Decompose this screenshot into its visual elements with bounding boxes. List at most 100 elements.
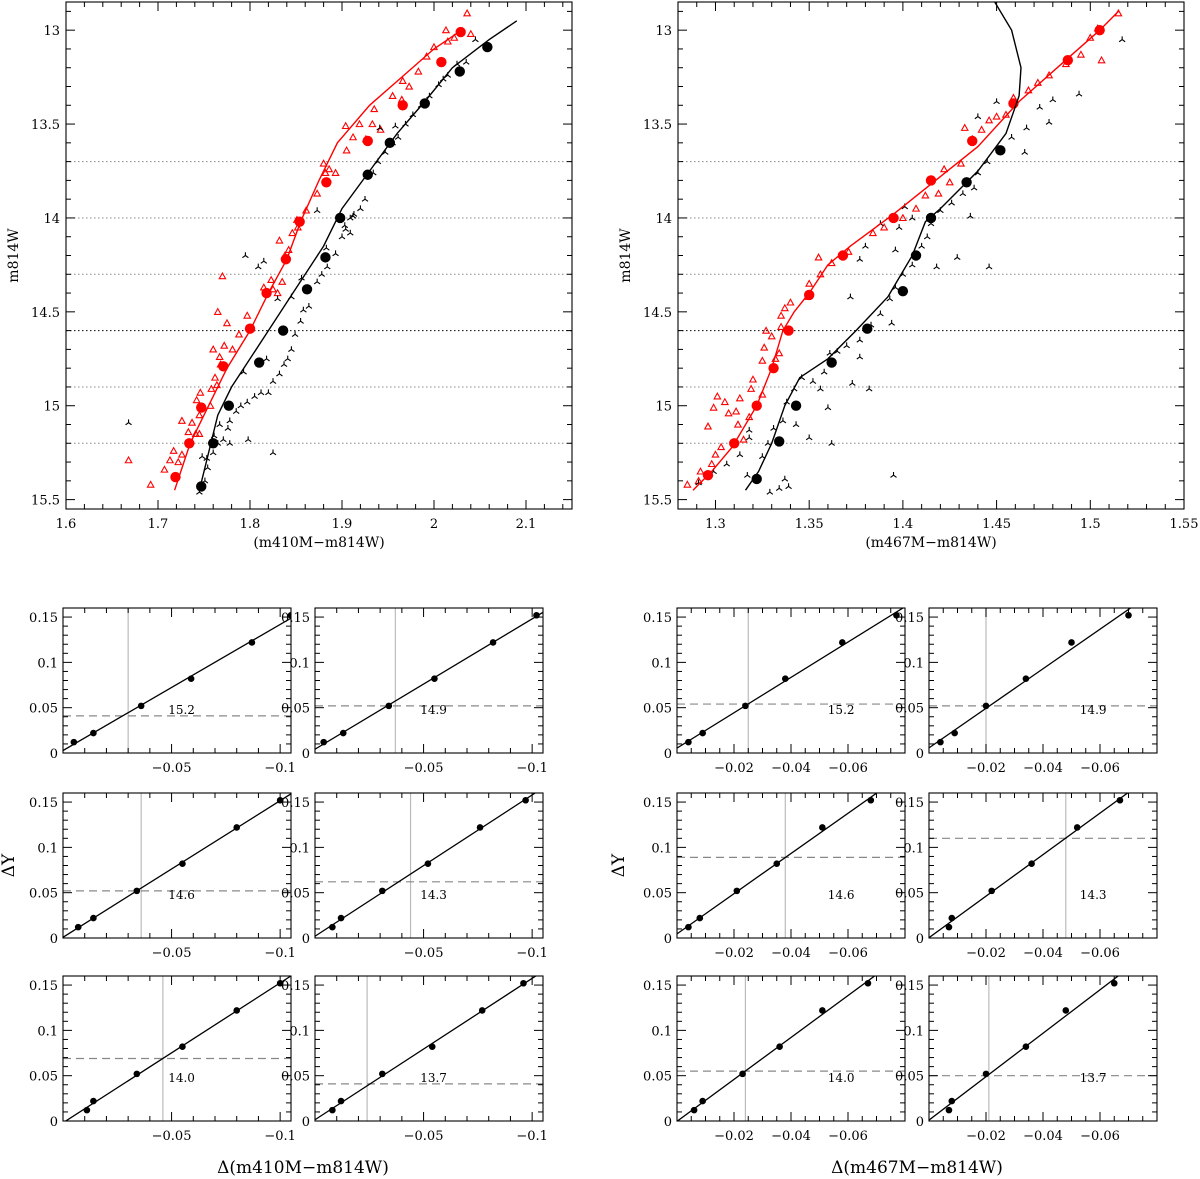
- black-fiducial-point: [301, 284, 313, 295]
- y-tick-label: 0.05: [895, 702, 924, 717]
- black-star-marker: [224, 425, 232, 431]
- data-point: [739, 1070, 746, 1078]
- tripod-stroke: [1008, 134, 1015, 140]
- red-star-marker: [775, 348, 784, 357]
- data-point: [489, 639, 497, 646]
- tripod-stroke: [357, 205, 364, 212]
- black-fiducial-point: [277, 325, 289, 336]
- x-tick-label: −0.02: [714, 946, 754, 961]
- red-fiducial-point: [925, 175, 937, 186]
- black-fiducial-point: [196, 481, 207, 492]
- plot-frame: [928, 975, 1158, 1122]
- black-fiducial-point: [774, 436, 785, 447]
- red-star-marker: [450, 33, 459, 41]
- dy-panel: 14.0 −0.05 −0.1 0 0.05 0.1 0.15: [29, 975, 296, 1144]
- x-tick-label: 1.9: [332, 517, 353, 532]
- data-point: [948, 914, 956, 922]
- red-star-marker: [213, 307, 222, 315]
- black-star-marker: [820, 368, 828, 375]
- tripod-stroke: [970, 184, 978, 191]
- tripod-stroke: [744, 472, 751, 478]
- plot-frame: [928, 607, 1158, 754]
- red-star-marker: [771, 354, 780, 362]
- black-star-marker: [745, 434, 753, 441]
- red-star-marker: [341, 121, 350, 130]
- x-tick-label: 1.35: [795, 517, 824, 532]
- red-star-marker: [398, 76, 407, 84]
- tripod-stroke: [856, 336, 864, 343]
- red-fiducial-point: [170, 471, 181, 483]
- red-fiducial-point: [218, 361, 229, 372]
- black-fiducial-point: [995, 145, 1006, 156]
- plot-area: [63, 608, 291, 753]
- data-point: [70, 738, 78, 746]
- x-tick-label: −0.02: [714, 761, 754, 776]
- tripod-stroke: [809, 378, 817, 384]
- x-tick-label: 1.8: [240, 517, 261, 532]
- red-star-marker: [342, 146, 351, 154]
- black-fiducial-point: [826, 357, 837, 368]
- tripod-stroke: [394, 134, 402, 140]
- black-star-marker: [263, 355, 270, 362]
- data-point: [945, 923, 953, 931]
- tripod-stroke: [766, 488, 774, 495]
- red-star-marker: [748, 375, 758, 383]
- red-star-marker: [1097, 55, 1106, 64]
- magnitude-label: 13.7: [1080, 1071, 1107, 1085]
- black-star-marker: [877, 310, 884, 317]
- red-star-marker: [222, 318, 232, 327]
- red-star-marker: [228, 345, 237, 353]
- black-star-marker: [792, 421, 800, 428]
- plot-area: [677, 793, 905, 938]
- red-star-marker: [696, 467, 705, 475]
- black-star-marker: [237, 402, 245, 409]
- red-star-marker: [191, 429, 200, 437]
- tripod-stroke: [313, 207, 321, 214]
- tripod-stroke: [254, 263, 262, 270]
- red-star-marker: [805, 279, 814, 287]
- tripod-stroke: [792, 421, 800, 428]
- x-tick-label: −0.06: [1080, 1129, 1120, 1144]
- red-star-marker: [844, 247, 853, 255]
- tripod-stroke: [959, 190, 967, 197]
- data-point: [742, 702, 749, 710]
- tripod-stroke: [865, 385, 873, 392]
- dy-group-dY_410: 15.2 −0.05 −0.1 0 0.05 0.1 0.15 14.9 −0.05 −0.1 0 0…: [0, 607, 548, 1178]
- red-star-marker: [169, 446, 178, 454]
- black-fiducial-line: [744, 2, 1022, 491]
- y-tick-label: 0.1: [289, 841, 310, 856]
- tripod-stroke: [226, 417, 234, 424]
- dy-panel: 13.7 −0.02 −0.04 −0.06 0 0.05 0.1 0.15: [895, 975, 1158, 1144]
- black-star-marker: [1036, 103, 1044, 110]
- black-star-marker: [824, 404, 832, 411]
- tripod-stroke: [323, 244, 330, 251]
- magnitude-label: 14.0: [168, 1071, 195, 1085]
- black-star-marker: [313, 207, 321, 214]
- red-star-marker: [174, 457, 183, 466]
- y-tick-label: 15.5: [31, 494, 60, 509]
- black-star-marker: [895, 224, 903, 230]
- dy-panel: 14.6 −0.02 −0.04 −0.06 0 0.05 0.1 0.15: [643, 792, 906, 961]
- red-fiducial-point: [362, 135, 373, 147]
- black-star-marker: [265, 389, 272, 396]
- tripod-stroke: [1036, 103, 1044, 110]
- y-tick-label: 0: [664, 747, 672, 762]
- tripod-stroke: [892, 246, 899, 253]
- tripod-stroke: [745, 434, 753, 441]
- y-axis-label: ΔY: [0, 853, 19, 877]
- black-star-marker: [862, 242, 869, 249]
- plot-area: [678, 2, 1184, 495]
- black-star-marker: [260, 257, 268, 264]
- red-star-marker: [243, 311, 252, 319]
- black-star-marker: [779, 417, 787, 424]
- red-star-marker: [683, 480, 692, 488]
- tripod-stroke: [274, 295, 281, 302]
- plot-area: [315, 976, 543, 1121]
- black-star-marker: [1045, 118, 1053, 125]
- data-point: [133, 1070, 141, 1078]
- data-point: [520, 979, 527, 987]
- tripod-stroke: [779, 417, 787, 424]
- tripod-stroke: [918, 242, 925, 249]
- red-star-marker: [324, 164, 334, 173]
